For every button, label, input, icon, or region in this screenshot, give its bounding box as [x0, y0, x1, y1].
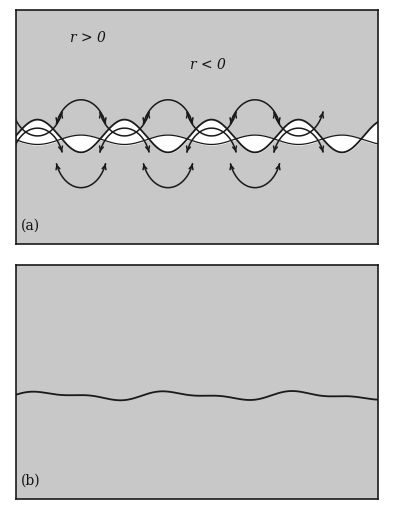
Text: (a): (a) [21, 218, 40, 232]
Text: r < 0: r < 0 [190, 58, 226, 72]
Text: (b): (b) [21, 473, 41, 488]
Text: r > 0: r > 0 [70, 31, 106, 45]
